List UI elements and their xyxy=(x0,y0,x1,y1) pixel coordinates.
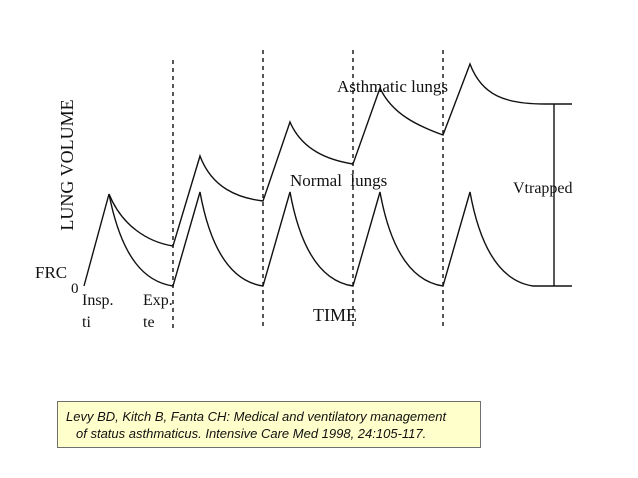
citation-box: Levy BD, Kitch B, Fanta CH: Medical and … xyxy=(57,401,481,448)
exp-label: Exp. xyxy=(143,292,173,309)
ti-label: ti xyxy=(82,314,91,331)
asthmatic-lungs-curve xyxy=(108,62,572,247)
te-label: te xyxy=(143,314,155,331)
y-axis-label: LUNG VOLUME xyxy=(57,99,77,230)
frc-label: FRC xyxy=(35,263,67,282)
citation-line-1: Levy BD, Kitch B, Fanta CH: Medical and … xyxy=(66,409,447,424)
lung-volume-diagram: LUNG VOLUME FRC 0 Insp. ti Exp. te Asthm… xyxy=(35,50,573,331)
citation-line-2: of status asthmaticus. Intensive Care Me… xyxy=(76,426,427,441)
asthmatic-lungs-label: Asthmatic lungs xyxy=(337,77,448,96)
origin-label: 0 xyxy=(71,281,79,297)
x-axis-label: TIME xyxy=(313,305,357,325)
normal-lungs-label: Normal lungs xyxy=(290,171,387,190)
vtrapped-label: Vtrapped xyxy=(513,180,573,197)
insp-label: Insp. xyxy=(82,292,114,309)
normal-lungs-curve xyxy=(83,191,572,287)
